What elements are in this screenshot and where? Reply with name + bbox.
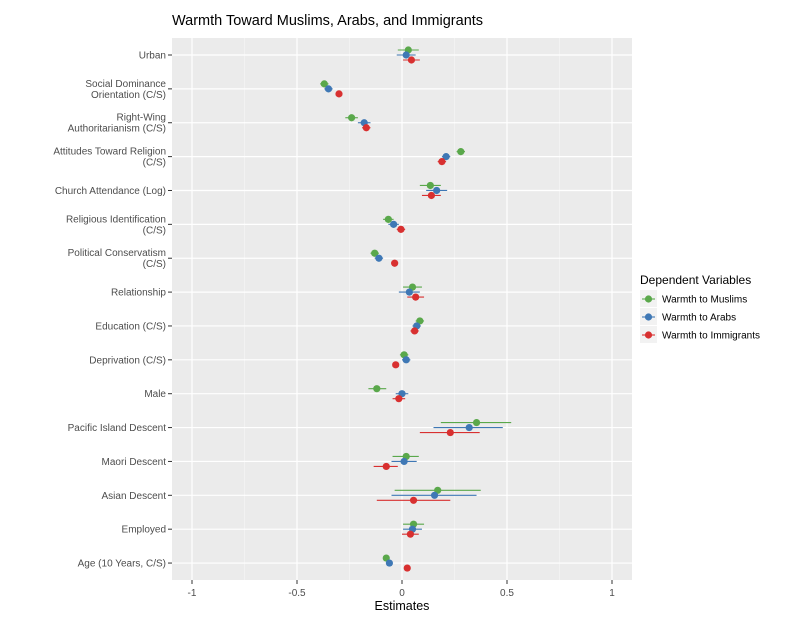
data-point <box>392 361 400 369</box>
y-tick-label: Urban <box>139 51 166 62</box>
data-point <box>457 148 465 156</box>
x-tick-label: -0.5 <box>288 588 306 599</box>
data-point <box>391 259 399 267</box>
y-tick-label: Religious Identification <box>66 214 166 225</box>
data-point <box>411 327 419 335</box>
y-tick-label: Church Attendance (Log) <box>55 186 166 197</box>
data-point <box>373 385 381 393</box>
data-point <box>465 423 473 432</box>
data-point <box>385 559 393 567</box>
data-point <box>348 114 356 122</box>
y-tick-label: Relationship <box>111 288 166 299</box>
data-point <box>427 191 435 200</box>
data-point <box>438 158 446 166</box>
data-point <box>400 457 408 466</box>
y-tick-label: Attitudes Toward Religion <box>53 147 166 158</box>
y-tick-label: (C/S) <box>143 158 166 169</box>
data-point <box>472 418 481 427</box>
legend-key-point <box>644 331 653 339</box>
chart-title: Warmth Toward Muslims, Arabs, and Immigr… <box>172 13 483 29</box>
data-point <box>382 462 390 471</box>
data-point <box>395 395 403 403</box>
data-point <box>405 288 413 296</box>
legend-label: Warmth to Immigrants <box>662 331 760 342</box>
data-point <box>446 428 454 437</box>
y-tick-label: Social Dominance <box>85 79 166 90</box>
data-point <box>402 356 410 364</box>
data-point <box>320 80 328 88</box>
legend-label: Warmth to Arabs <box>662 313 736 324</box>
y-tick-label: Orientation (C/S) <box>91 90 166 101</box>
y-tick-label: Pacific Island Descent <box>68 423 167 434</box>
data-point <box>324 85 333 93</box>
x-axis-label: Estimates <box>375 599 430 613</box>
series-marks <box>320 46 512 572</box>
data-point <box>409 496 418 504</box>
y-tick-label: (C/S) <box>143 259 166 270</box>
x-tick-label: 0.5 <box>500 588 514 599</box>
x-tick-label: -1 <box>188 588 197 599</box>
data-point <box>433 186 441 195</box>
y-tick-label: Authoritarianism (C/S) <box>68 124 166 135</box>
data-point <box>384 215 392 223</box>
data-point <box>335 90 343 98</box>
y-tick-label: Deprivation (C/S) <box>89 355 166 366</box>
data-point <box>371 249 379 257</box>
y-tick-label: (C/S) <box>143 225 166 236</box>
data-point <box>390 220 398 228</box>
y-tick-label: Education (C/S) <box>95 321 166 332</box>
y-tick-label: Employed <box>122 525 166 536</box>
x-tick-label: 1 <box>609 588 615 599</box>
legend-key-point <box>644 295 653 303</box>
x-axis: -1 -0.5 0 0.5 1 <box>188 580 615 599</box>
data-point <box>442 153 450 161</box>
y-tick-label: Age (10 Years, C/S) <box>78 559 166 570</box>
data-point <box>407 56 416 64</box>
y-tick-label: Political Conservatism <box>68 248 166 259</box>
y-tick-label: Right-Wing <box>117 113 166 124</box>
data-point <box>375 254 383 262</box>
data-point <box>403 564 411 572</box>
data-point <box>430 491 439 499</box>
data-point <box>412 293 420 301</box>
legend-title: Dependent Variables <box>640 273 751 287</box>
legend-label: Warmth to Muslims <box>662 295 747 306</box>
data-point <box>406 530 414 538</box>
legend-key-point <box>644 313 653 321</box>
legend: Dependent Variables Warmth to Muslims War… <box>640 273 760 343</box>
y-tick-label: Male <box>144 389 166 400</box>
x-tick-label: 0 <box>399 588 405 599</box>
data-point <box>362 124 370 132</box>
data-point <box>397 225 405 233</box>
y-tick-label: Asian Descent <box>102 491 167 502</box>
y-tick-label: Maori Descent <box>102 457 167 468</box>
data-point <box>426 181 434 190</box>
data-point <box>402 51 410 59</box>
